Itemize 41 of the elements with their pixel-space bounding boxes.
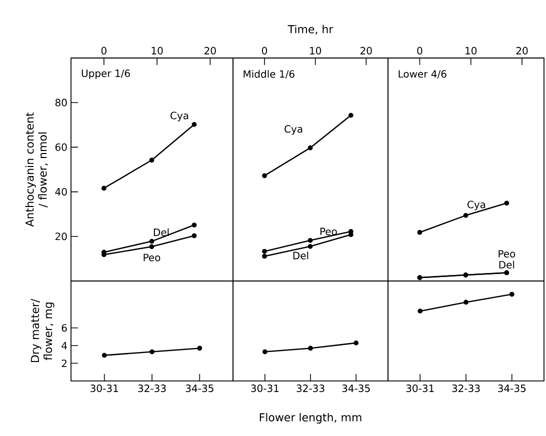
series-label: Cya <box>468 200 486 210</box>
y-tick-label: 4 <box>62 342 67 350</box>
series-label: Del <box>499 260 514 269</box>
y-tick-label: 6 <box>62 324 67 332</box>
x-tick-label: 20 <box>516 46 528 54</box>
series-label: Del <box>154 228 169 236</box>
x-tick-label: 30-31 <box>90 384 118 392</box>
y-tick-label: 2 <box>62 360 66 367</box>
series-label: Peo <box>144 254 160 262</box>
x-axis-title: Flower length, mm <box>260 412 362 424</box>
x-tick-label: 30-31 <box>406 384 434 392</box>
x-tick-label: 10 <box>466 46 477 54</box>
x-tick-label: 0 <box>262 46 268 54</box>
x-tick-label: 0 <box>417 46 422 54</box>
y-tick-label: 40 <box>55 188 67 196</box>
x-tick-label: 30-31 <box>251 384 279 392</box>
y-axis-title: Dry matter/ flower, mg <box>30 298 54 362</box>
x-axis-title: Time, hr <box>288 24 334 34</box>
x-tick-label: 20 <box>360 46 372 54</box>
y-tick-label: 80 <box>55 98 67 106</box>
y-axis-title: Anthocyanin content / flower, nmol <box>25 112 48 227</box>
y-tick-label: 20 <box>55 232 67 240</box>
text: Middle 1/6 <box>244 70 294 79</box>
x-tick-label: 34-35 <box>342 384 370 392</box>
series-label: Cya <box>284 125 302 135</box>
x-tick-label: 32-33 <box>296 384 324 392</box>
y-tick-label: 60 <box>55 143 67 151</box>
series-label: Peo <box>498 250 516 258</box>
series-label: Cya <box>170 112 188 122</box>
text: Lower 4/6 <box>398 70 446 78</box>
x-tick-label: 34-35 <box>186 384 214 392</box>
x-tick-label: 32-33 <box>452 384 480 392</box>
series-label: Del <box>293 252 308 260</box>
text: Upper 1/6 <box>82 70 130 80</box>
series-label: Peo <box>320 228 337 236</box>
x-tick-label: 10 <box>310 46 322 54</box>
x-tick-label: 20 <box>204 46 216 54</box>
x-tick-label: 0 <box>101 46 106 54</box>
x-tick-label: 34-35 <box>498 384 526 392</box>
x-tick-label: 10 <box>152 46 163 54</box>
x-tick-label: 32-33 <box>138 384 166 392</box>
